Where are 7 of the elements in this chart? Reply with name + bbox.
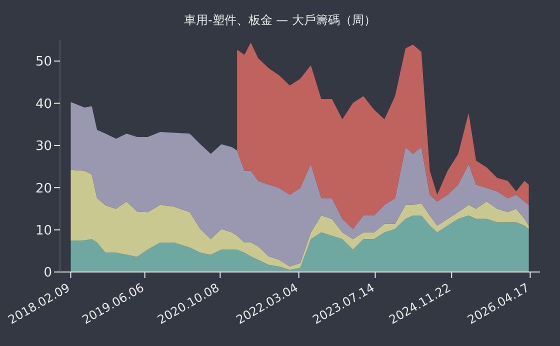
chart-title: 車用-塑件、板金 — 大戶籌碼（周） — [183, 12, 377, 29]
y-tick-label: 30 — [35, 139, 52, 154]
y-tick-label: 10 — [35, 223, 52, 238]
y-tick-label: 50 — [35, 54, 52, 70]
y-tick-label: 0 — [44, 266, 52, 281]
y-tick-label: 40 — [35, 96, 52, 112]
y-tick-label: 20 — [35, 181, 52, 196]
